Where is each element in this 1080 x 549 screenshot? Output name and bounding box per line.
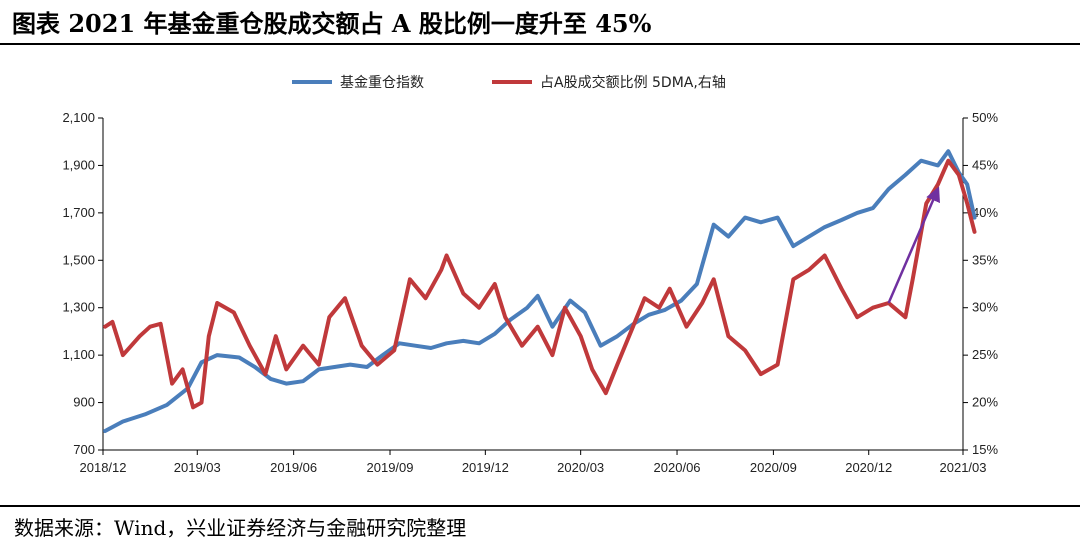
y-left-tick-label: 1,300: [62, 300, 95, 315]
y-right-tick-label: 15%: [972, 442, 998, 457]
x-tick-label: 2020/09: [750, 460, 797, 475]
legend-label: 占A股成交额比例 5DMA,右轴: [540, 74, 726, 91]
source-note: 数据来源：Wind，兴业证券经济与金融研究院整理: [14, 516, 467, 540]
x-tick-label: 2018/12: [80, 460, 127, 475]
x-tick-label: 2019/09: [367, 460, 414, 475]
x-tick-label: 2019/03: [174, 460, 221, 475]
y-left-tick-label: 1,100: [62, 347, 95, 362]
trend-arrow: [887, 186, 940, 304]
y-right-tick-label: 40%: [972, 205, 998, 220]
share-ratio-line: [103, 158, 977, 410]
figure-title: 图表 2021 年基金重仓股成交额占 A 股比例一度升至 45%: [12, 9, 652, 38]
source-rule: [0, 505, 1080, 507]
x-tick-label: 2020/03: [557, 460, 604, 475]
x-tick-label: 2020/06: [654, 460, 701, 475]
y-right-tick-label: 35%: [972, 252, 998, 267]
title-rule: [0, 43, 1080, 45]
y-left-tick-label: 2,100: [62, 110, 95, 125]
line-chart: 基金重仓指数 占A股成交额比例 5DMA,右轴 2,100 1,900 1,700 1,…: [62, 74, 998, 475]
x-tick-label: 2021/03: [940, 460, 987, 475]
y-right-tick-label: 20%: [972, 395, 998, 410]
y-left-tick-label: 1,900: [62, 157, 95, 172]
x-tick-label: 2019/06: [270, 460, 317, 475]
legend-label: 基金重仓指数: [340, 74, 424, 91]
y-right-tick-label: 30%: [972, 300, 998, 315]
y-right-tick-label: 50%: [972, 110, 998, 125]
x-tick-label: 2020/12: [845, 460, 892, 475]
y-right-tick-label: 25%: [972, 347, 998, 362]
y-left-tick-label: 1,500: [62, 252, 95, 267]
y-right-tick-label: 45%: [972, 157, 998, 172]
y-left-tick-label: 700: [73, 442, 95, 457]
y-left-tick-label: 900: [73, 395, 95, 410]
chart-legend: 基金重仓指数 占A股成交额比例 5DMA,右轴: [292, 74, 726, 91]
x-tick-label: 2019/12: [462, 460, 509, 475]
y-left-tick-label: 1,700: [62, 205, 95, 220]
